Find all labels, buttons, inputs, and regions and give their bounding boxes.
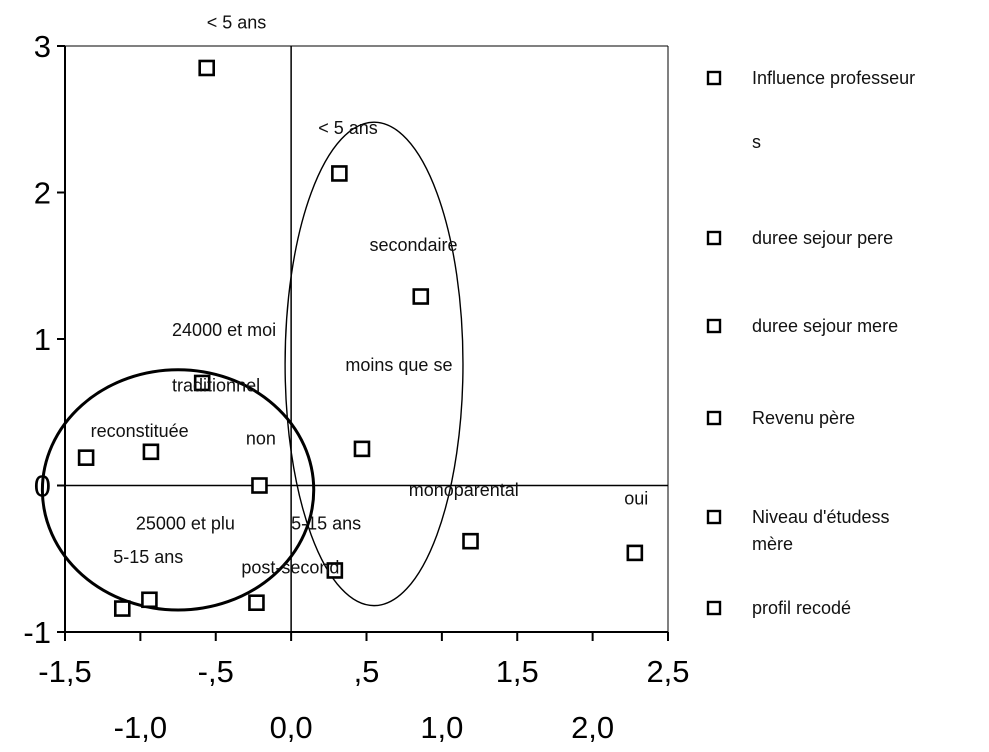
- point-label: reconstituée: [91, 421, 189, 441]
- point-label: post-second: [241, 557, 339, 577]
- legend-label: Niveau d'étudess: [752, 507, 890, 527]
- data-point-marker: [198, 59, 216, 77]
- legend-label: mère: [752, 534, 793, 554]
- point-label: 5-15 ans: [291, 513, 361, 533]
- y-tick-label: 1: [34, 322, 51, 357]
- data-point-marker: [331, 165, 348, 182]
- cluster-ellipses: [40, 121, 464, 612]
- x-tick-label-bottom: -1,0: [114, 710, 167, 745]
- data-point-marker: [141, 591, 158, 609]
- data-point-marker: [248, 594, 265, 612]
- point-label: < 5 ans: [318, 118, 378, 138]
- point-label: 24000 et moi: [172, 320, 276, 340]
- point-label: moins que se: [345, 355, 452, 375]
- legend-label: duree sejour mere: [752, 316, 898, 336]
- point-label: monoparental: [409, 480, 519, 500]
- data-point-marker: [353, 440, 371, 458]
- x-tick-label-top: -1,5: [38, 654, 91, 689]
- x-tick-label-top: ,5: [354, 654, 380, 689]
- point-label: secondaire: [370, 235, 458, 255]
- data-point-marker: [326, 562, 344, 579]
- legend-marker: [706, 410, 722, 426]
- data-point-marker: [626, 544, 644, 562]
- legend-marker: [706, 318, 722, 334]
- legend-marker: [706, 509, 722, 525]
- x-tick-label-bottom: 1,0: [420, 710, 463, 745]
- point-label: traditionnel: [172, 376, 260, 396]
- y-axis-ticks: 3 2 1 0 -1: [23, 29, 65, 650]
- x-tick-label-bottom: 2,0: [571, 710, 614, 745]
- data-points: [77, 59, 644, 617]
- legend-label: profil recodé: [752, 598, 851, 618]
- data-point-marker: [142, 443, 160, 461]
- data-point-marker: [193, 374, 211, 392]
- legend-label: Revenu père: [752, 408, 855, 428]
- data-point-marker: [251, 477, 268, 494]
- cluster-ellipse-1: [40, 368, 316, 612]
- data-point-marker: [77, 449, 95, 466]
- legend-marker: [706, 70, 722, 86]
- x-tick-label-bottom: 0,0: [270, 710, 313, 745]
- legend-label: Influence professeur: [752, 68, 915, 88]
- y-tick-label: 2: [34, 176, 51, 211]
- data-point-marker: [113, 600, 131, 617]
- legend-marker: [706, 230, 722, 246]
- data-point-marker: [462, 532, 479, 550]
- point-label: oui: [624, 489, 648, 509]
- data-point-marker: [412, 288, 430, 305]
- point-label: non: [246, 428, 276, 448]
- legend: Influence professeur s duree sejour pere du…: [706, 68, 915, 618]
- x-tick-label-top: 1,5: [496, 654, 539, 689]
- point-label: < 5 ans: [207, 12, 267, 32]
- point-labels: < 5 ans < 5 ans secondaire 24000 et moi trad…: [91, 12, 649, 577]
- point-label: 5-15 ans: [113, 547, 183, 567]
- y-tick-label: 0: [34, 469, 51, 504]
- x-tick-label-top: -,5: [198, 654, 234, 689]
- point-label: 25000 et plu: [136, 513, 235, 533]
- legend-label: duree sejour pere: [752, 228, 893, 248]
- x-axis-ticks: -1,5 -,5 ,5 1,5 2,5 -1,0 0,0 1,0 2,0: [38, 632, 690, 745]
- y-tick-label: 3: [34, 29, 51, 64]
- x-tick-label-top: 2,5: [646, 654, 689, 689]
- cluster-ellipse-2: [284, 121, 464, 607]
- legend-label: s: [752, 132, 761, 152]
- legend-marker: [706, 600, 722, 616]
- y-tick-label: -1: [23, 615, 51, 650]
